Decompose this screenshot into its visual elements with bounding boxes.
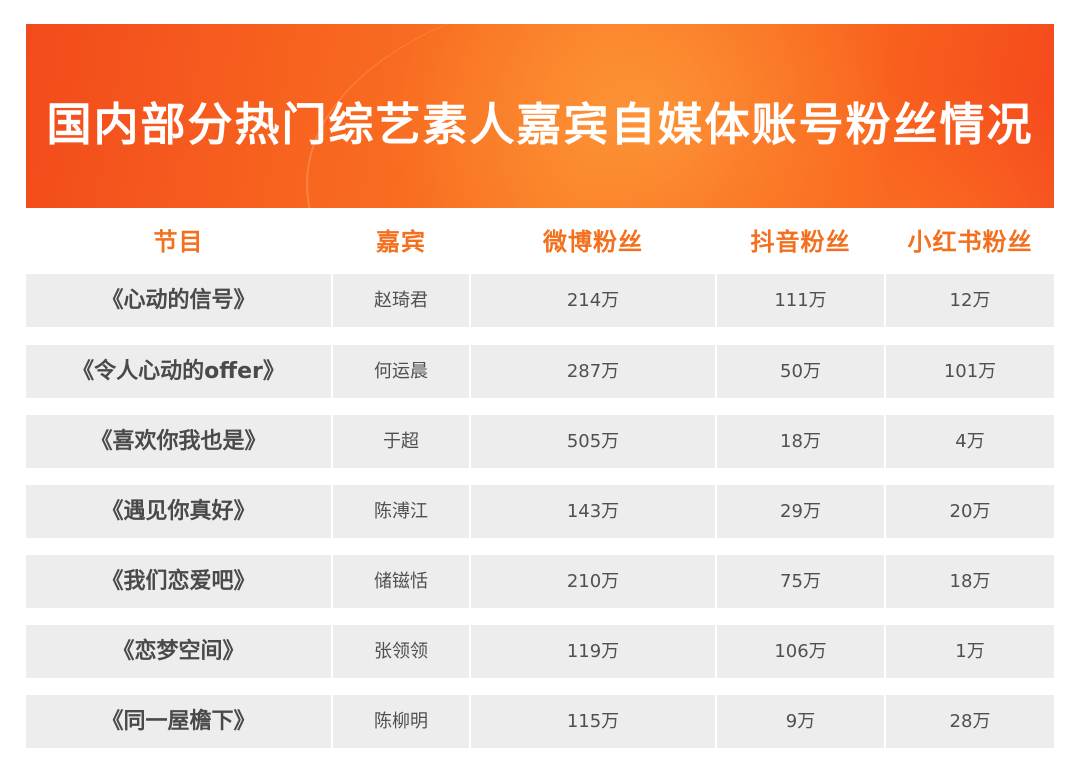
cell-show: 《同一屋檐下》	[26, 695, 331, 748]
table-row: 《喜欢你我也是》 于超 505万 18万 4万	[26, 415, 1054, 468]
cell-weibo-fans: 119万	[471, 625, 715, 678]
cell-weibo-fans: 143万	[471, 485, 715, 538]
table-row: 《我们恋爱吧》 储镃恬 210万 75万 18万	[26, 555, 1054, 608]
cell-douyin-fans: 29万	[717, 485, 884, 538]
cell-xiaohongshu-fans: 101万	[886, 345, 1054, 398]
cell-guest: 储镃恬	[333, 555, 469, 608]
table-row: 《令人心动的offer》 何运晨 287万 50万 101万	[26, 345, 1054, 398]
page-title: 国内部分热门综艺素人嘉宾自媒体账号粉丝情况	[46, 98, 1034, 151]
cell-weibo-fans: 115万	[471, 695, 715, 748]
cell-xiaohongshu-fans: 18万	[886, 555, 1054, 608]
cell-weibo-fans: 210万	[471, 555, 715, 608]
cell-guest: 陈柳明	[333, 695, 469, 748]
column-header-douyin: 抖音粉丝	[750, 228, 851, 256]
cell-guest: 何运晨	[333, 345, 469, 398]
cell-show: 《遇见你真好》	[26, 485, 331, 538]
cell-guest: 于超	[333, 415, 469, 468]
cell-guest: 陈溥江	[333, 485, 469, 538]
cell-show: 《令人心动的offer》	[26, 345, 331, 398]
cell-douyin-fans: 75万	[717, 555, 884, 608]
column-header-weibo: 微博粉丝	[543, 228, 643, 256]
column-header-xiaohongshu: 小红书粉丝	[907, 228, 1033, 256]
cell-show: 《我们恋爱吧》	[26, 555, 331, 608]
cell-guest: 赵琦君	[333, 274, 469, 327]
table-header: 节目 嘉宾 微博粉丝 抖音粉丝 小红书粉丝	[26, 222, 1054, 262]
cell-weibo-fans: 287万	[471, 345, 715, 398]
cell-douyin-fans: 9万	[717, 695, 884, 748]
table-row: 《心动的信号》 赵琦君 214万 111万 12万	[26, 274, 1054, 327]
cell-xiaohongshu-fans: 12万	[886, 274, 1054, 327]
cell-douyin-fans: 111万	[717, 274, 884, 327]
cell-show: 《恋梦空间》	[26, 625, 331, 678]
cell-xiaohongshu-fans: 28万	[886, 695, 1054, 748]
cell-xiaohongshu-fans: 4万	[886, 415, 1054, 468]
cell-xiaohongshu-fans: 20万	[886, 485, 1054, 538]
cell-weibo-fans: 214万	[471, 274, 715, 327]
cell-xiaohongshu-fans: 1万	[886, 625, 1054, 678]
title-banner: 国内部分热门综艺素人嘉宾自媒体账号粉丝情况	[26, 24, 1054, 208]
column-header-guest: 嘉宾	[376, 228, 426, 256]
cell-douyin-fans: 18万	[717, 415, 884, 468]
table-row: 《遇见你真好》 陈溥江 143万 29万 20万	[26, 485, 1054, 538]
table-row: 《恋梦空间》 张领领 119万 106万 1万	[26, 625, 1054, 678]
cell-weibo-fans: 505万	[471, 415, 715, 468]
table-row: 《同一屋檐下》 陈柳明 115万 9万 28万	[26, 695, 1054, 748]
cell-douyin-fans: 50万	[717, 345, 884, 398]
column-header-show: 节目	[153, 228, 204, 256]
cell-guest: 张领领	[333, 625, 469, 678]
cell-show: 《心动的信号》	[26, 274, 331, 327]
cell-show: 《喜欢你我也是》	[26, 415, 331, 468]
cell-douyin-fans: 106万	[717, 625, 884, 678]
